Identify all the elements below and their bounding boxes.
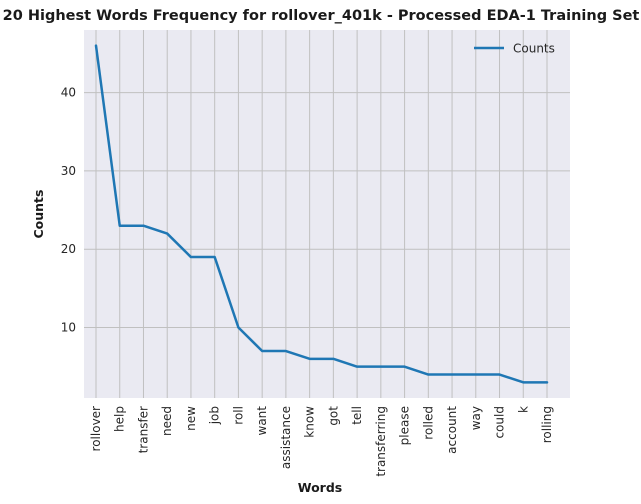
x-tick-label: roll	[231, 406, 245, 425]
x-tick-label: account	[445, 406, 459, 454]
y-tick-label: 30	[61, 164, 76, 178]
y-axis-label: Counts	[31, 190, 46, 239]
x-tick-label: k	[516, 406, 530, 413]
plot-area	[84, 30, 570, 398]
x-tick-label: know	[303, 406, 317, 438]
x-tick-label: assistance	[279, 406, 293, 469]
x-tick-label: transfer	[136, 406, 150, 453]
x-tick-label: way	[469, 406, 483, 430]
x-tick-label: transferring	[374, 406, 388, 477]
y-tick-labels: 10 20 30 40	[61, 86, 76, 335]
x-tick-labels: rollover help transfer need new job roll want as…	[89, 406, 554, 477]
x-tick-label: could	[493, 406, 507, 439]
legend: Counts	[474, 42, 555, 56]
x-axis-label: Words	[298, 480, 342, 495]
series-line-counts	[94, 44, 549, 384]
series-lines	[94, 44, 549, 384]
x-tick-label: new	[184, 406, 198, 431]
legend-label-counts: Counts	[513, 42, 555, 56]
x-tick-label: rollover	[89, 406, 103, 452]
x-tick-label: got	[326, 406, 340, 426]
x-tick-label: need	[160, 406, 174, 436]
x-tick-label: rolling	[540, 406, 554, 443]
x-tick-label: tell	[350, 406, 364, 425]
x-tick-label: want	[255, 406, 269, 436]
y-tick-label: 10	[61, 321, 76, 335]
chart-title: 20 Highest Words Frequency for rollover_…	[3, 8, 640, 24]
x-tick-label: help	[113, 406, 127, 432]
x-tick-label: job	[208, 406, 222, 425]
grid-lines	[84, 30, 570, 398]
y-tick-label: 40	[61, 86, 76, 100]
x-tick-label: please	[398, 406, 412, 445]
x-tick-label: rolled	[421, 406, 435, 440]
y-tick-label: 20	[61, 242, 76, 256]
